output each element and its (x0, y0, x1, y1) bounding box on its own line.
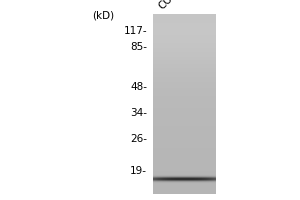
Text: 85-: 85- (130, 42, 147, 52)
Text: 117-: 117- (123, 26, 147, 36)
Text: (kD): (kD) (92, 11, 114, 21)
Text: 26-: 26- (130, 134, 147, 144)
Text: 19-: 19- (130, 166, 147, 176)
Text: 48-: 48- (130, 82, 147, 92)
Text: 34-: 34- (130, 108, 147, 118)
Text: COLO205: COLO205 (156, 0, 198, 11)
